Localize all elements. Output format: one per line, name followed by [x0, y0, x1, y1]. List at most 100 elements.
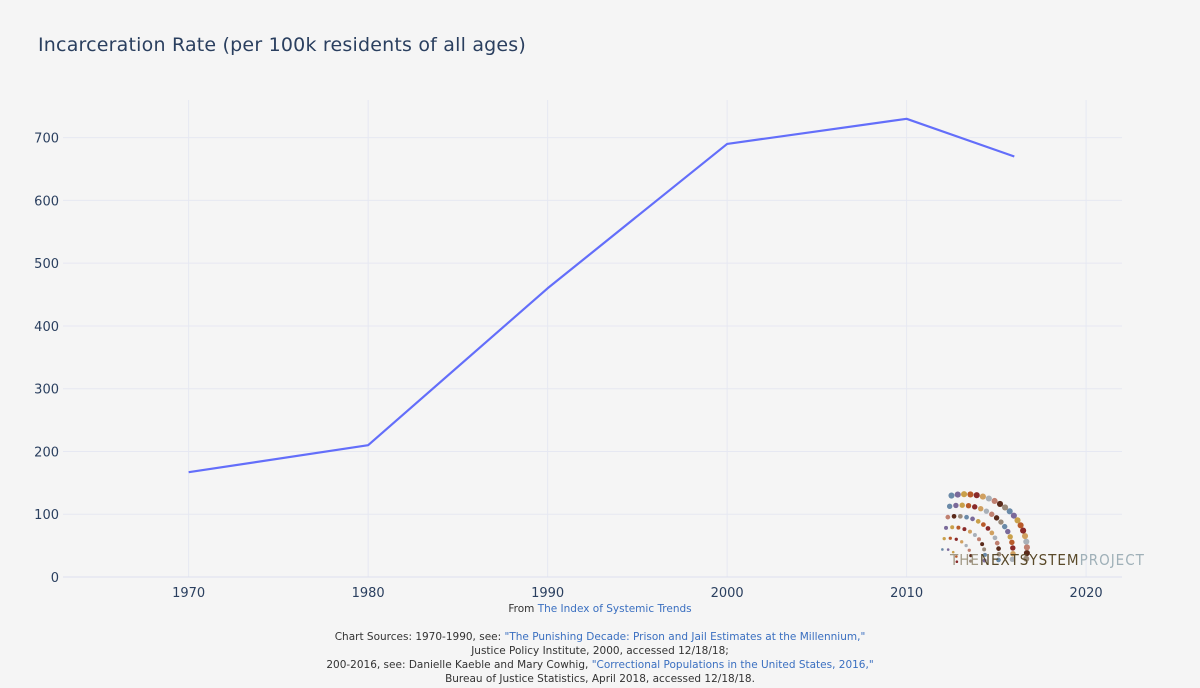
x-tick-label: 1980 [352, 586, 385, 600]
x-tick-label: 1970 [172, 586, 205, 600]
logo-dot [996, 551, 1002, 557]
logo-dot [1010, 512, 1017, 519]
x-axis-tick-labels: 1970 1980 1990 2000 2010 2020 [172, 586, 1103, 600]
series-line[interactable] [188, 117, 1015, 474]
logo-dot [962, 527, 967, 532]
logo-dot [1009, 539, 1015, 546]
logo-dot [957, 513, 963, 519]
logo-dot [1007, 534, 1013, 540]
logo-dot [1002, 504, 1009, 511]
y-tick-label: 0 [51, 571, 59, 586]
logo-dot [950, 525, 955, 530]
logo-dot [970, 516, 975, 522]
y-tick-label: 400 [34, 320, 59, 335]
logo-dot [1005, 528, 1011, 535]
logo-dot [960, 540, 964, 544]
logo-dot [964, 514, 969, 520]
logo-dot [1017, 522, 1024, 529]
line-chart[interactable]: 0 100 200 300 400 500 600 700 1970 1980 1990 2000 2… [0, 0, 1200, 600]
logo-dot [942, 537, 946, 541]
logo-dot [946, 548, 950, 551]
y-axis-tick-labels: 0 100 200 300 400 500 600 700 [34, 132, 59, 586]
series-point[interactable] [183, 466, 195, 478]
logo-text-system: SYSTEM [1020, 551, 1080, 569]
logo-dot [948, 492, 955, 499]
series-layer[interactable] [183, 113, 1021, 478]
logo-dot [953, 502, 959, 509]
series-point[interactable] [721, 138, 733, 150]
logo-dot [959, 502, 965, 508]
attribution-line: From The Index of Systemic Trends [0, 602, 1200, 616]
logo-dot [972, 533, 977, 538]
sources-line-2: Justice Policy Institute, 2000, accessed… [471, 645, 729, 657]
logo-dot [951, 513, 957, 519]
logo-dot [994, 540, 1000, 546]
series-point[interactable] [1008, 150, 1020, 162]
chart-sources: Chart Sources: 1970-1990, see: "The Puni… [0, 630, 1200, 686]
logo-dot [1010, 545, 1016, 551]
logo-dot [1001, 523, 1008, 530]
logo-dot [1023, 538, 1030, 545]
y-tick-label: 200 [34, 445, 59, 460]
logo-dot [973, 492, 980, 499]
logo-dot [983, 508, 990, 514]
logo-dot [941, 548, 944, 551]
next-system-project-logo: THENEXTSYSTEMPROJECT [941, 491, 1145, 569]
logo-text-project: PROJECT [1080, 551, 1145, 569]
correctional-populations-link[interactable]: "Correctional Populations in the United … [591, 659, 874, 671]
sources-line-3: 200-2016, see: Danielle Kaeble and Mary … [0, 658, 1200, 672]
logo-dot [967, 548, 971, 552]
logo-dot [989, 511, 995, 517]
logo-dot [1021, 532, 1029, 540]
sources-line-1: Chart Sources: 1970-1990, see: "The Puni… [0, 630, 1200, 644]
x-tick-label: 2000 [711, 586, 744, 600]
logo-dot [1010, 550, 1016, 557]
logo-dot [967, 529, 972, 534]
logo-dot [996, 500, 1004, 508]
logo-dot [1023, 555, 1030, 562]
series-point[interactable] [362, 439, 374, 451]
logo-dot [989, 530, 995, 536]
series-point[interactable] [901, 113, 913, 125]
y-tick-label: 500 [34, 257, 59, 272]
logo-dot [993, 515, 1000, 521]
index-of-systemic-trends-link[interactable]: The Index of Systemic Trends [537, 603, 692, 615]
logo-dot [944, 525, 949, 530]
logo-dot [980, 542, 985, 547]
logo-dot [982, 558, 987, 563]
logo-dot [1009, 556, 1016, 563]
y-tick-label: 600 [34, 194, 59, 209]
x-tick-label: 2010 [890, 586, 923, 600]
logo-text-the: THE [949, 551, 980, 569]
logo-dot [1006, 508, 1013, 515]
logo-dot [972, 504, 978, 510]
punishing-decade-link[interactable]: "The Punishing Decade: Prison and Jail E… [504, 631, 866, 643]
logo-dot [969, 553, 973, 558]
series-point[interactable] [542, 282, 554, 294]
logo-dot [998, 519, 1004, 525]
logo-dot [954, 491, 961, 498]
logo-dot [985, 495, 992, 502]
logo-dot [979, 493, 986, 500]
y-tick-label: 100 [34, 508, 59, 523]
y-tick-label: 700 [34, 132, 59, 147]
logo-dot [955, 560, 959, 563]
attribution-prefix: From [508, 603, 535, 615]
logo-dot [981, 522, 986, 527]
logo-dot [1023, 549, 1030, 557]
logo-dot [1020, 527, 1027, 534]
sources-line-3-prefix: 200-2016, see: Danielle Kaeble and Mary … [326, 659, 589, 671]
x-tick-label: 2020 [1070, 586, 1103, 600]
logo-dot [961, 491, 968, 498]
sources-line-1-prefix: Chart Sources: 1970-1990, see: [334, 631, 502, 643]
logo-dot [955, 555, 958, 558]
logo-dot [948, 536, 952, 540]
logo-dot [977, 537, 982, 542]
logo-dot [945, 514, 951, 520]
logo-dot [978, 505, 984, 512]
logo-dot [965, 502, 972, 509]
logo-dot [964, 543, 968, 548]
logo-dot [991, 497, 998, 505]
logo-dot [982, 552, 987, 557]
grid-lines [63, 100, 1122, 578]
